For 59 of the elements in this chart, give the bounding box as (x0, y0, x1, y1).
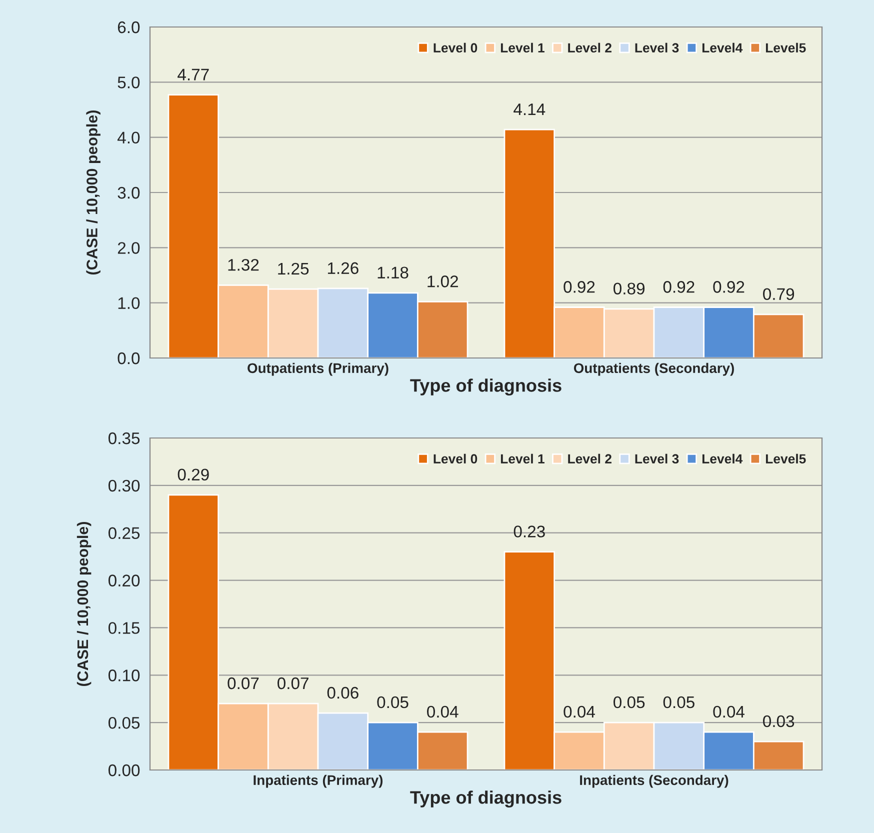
y-tick-label: 0.30 (108, 480, 140, 492)
legend-label: Level5 (766, 454, 806, 464)
x-tick-label: Inpatients (Secondary) (580, 774, 728, 788)
y-tick-label: 0.00 (108, 764, 140, 776)
data-label: 0.29 (178, 468, 209, 481)
data-label: 0.06 (327, 686, 358, 699)
data-label: 0.07 (228, 677, 259, 690)
legend-label: Level 1 (500, 454, 544, 464)
data-label: 0.04 (427, 706, 458, 718)
data-label: 0.04 (564, 706, 595, 718)
y-axis-title: (CASE / 10,000 people) (86, 110, 100, 275)
data-label: 1.18 (378, 266, 408, 278)
y-tick-label: 0.0 (118, 352, 140, 364)
data-label: 0.05 (377, 696, 408, 708)
data-label: 0.92 (564, 281, 595, 293)
data-label: 1.02 (428, 276, 458, 288)
y-tick-label: 6.0 (118, 21, 140, 34)
y-tick-label: 0.20 (108, 574, 140, 586)
y-tick-label: 4.0 (117, 132, 140, 144)
data-label: 0.03 (763, 715, 794, 728)
x-axis-title: Type of diagnosis (410, 378, 562, 396)
x-tick-label: Outpatients (Primary) (248, 362, 388, 376)
y-tick-label: 3.0 (118, 186, 140, 199)
data-label: 1.32 (228, 258, 259, 271)
y-tick-label: 0.35 (108, 432, 140, 444)
y-tick-label: 0.25 (108, 527, 140, 540)
legend-label: Level 1 (500, 42, 544, 53)
legend-label: Level 2 (568, 42, 612, 53)
legend-label: Level 0 (434, 42, 478, 53)
data-label: 0.79 (763, 288, 794, 300)
y-tick-label: 1.0 (118, 297, 140, 310)
x-tick-label: Inpatients (Primary) (254, 774, 383, 788)
y-tick-label: 5.0 (118, 76, 140, 88)
legend-label: Level 3 (635, 42, 679, 53)
legend-label: Level 0 (434, 454, 478, 464)
y-axis-title: (CASE / 10,000 people) (76, 522, 92, 686)
y-tick-label: 0.15 (108, 622, 140, 634)
data-label: 0.07 (278, 677, 308, 690)
data-label: 0.05 (663, 696, 694, 708)
legend-label: Level4 (702, 42, 743, 53)
y-tick-label: 0.05 (108, 716, 140, 729)
data-label: 0.92 (713, 281, 744, 293)
legend-label: Level 2 (568, 454, 612, 464)
x-axis-title: Type of diagnosis (410, 790, 562, 808)
data-label: 0.89 (614, 282, 645, 294)
legend-label: Level5 (766, 42, 806, 53)
data-label: 0.23 (514, 526, 545, 538)
data-label: 1.26 (328, 262, 358, 274)
x-tick-label: Outpatients (Secondary) (574, 362, 734, 376)
legend-label: Level4 (702, 454, 743, 464)
data-label: 0.05 (614, 696, 645, 708)
y-tick-label: 2.0 (118, 242, 140, 254)
data-label: 0.92 (663, 281, 694, 293)
data-label: 0.04 (713, 706, 744, 718)
data-label: 4.77 (178, 68, 209, 80)
legend-label: Level 3 (635, 454, 679, 464)
y-tick-label: 0.10 (108, 670, 140, 682)
data-label: 4.14 (514, 104, 546, 116)
data-label: 1.25 (278, 262, 309, 275)
